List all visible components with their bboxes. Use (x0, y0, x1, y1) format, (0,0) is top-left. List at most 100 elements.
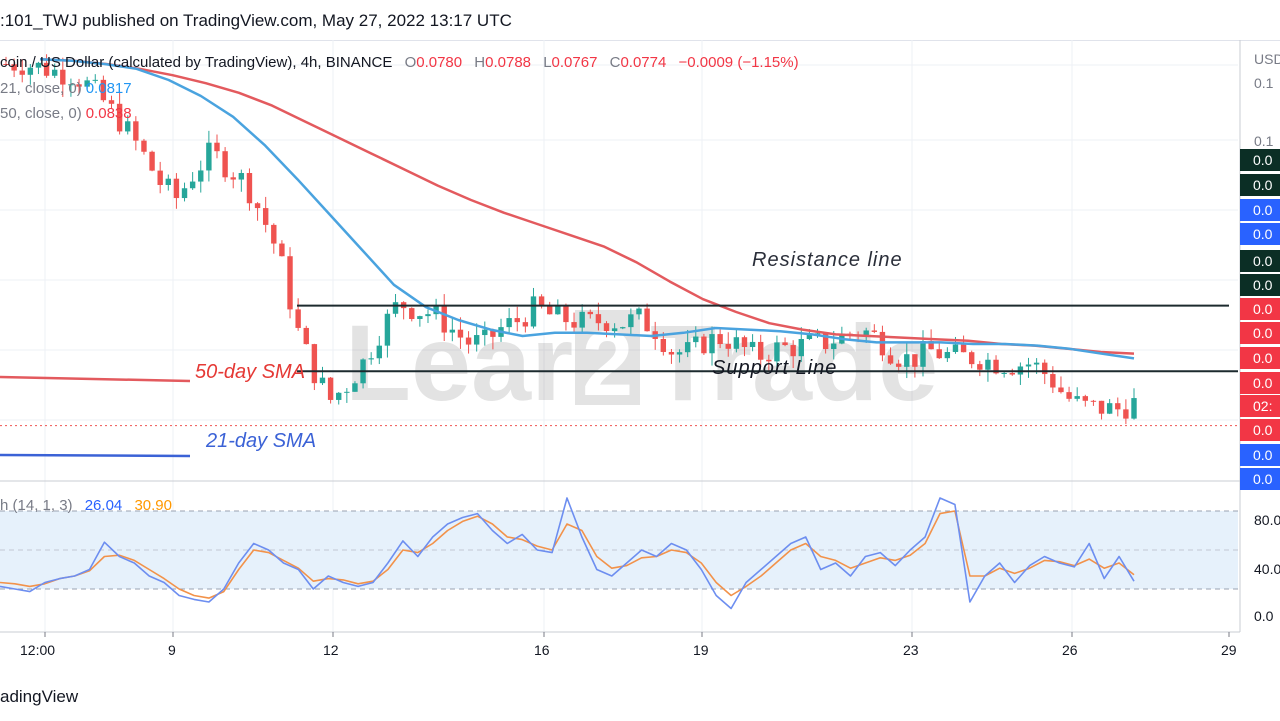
price-axis-tick: 0.1 (1254, 133, 1274, 149)
price-axis-box: 0.0 (1240, 250, 1280, 272)
chart-canvas[interactable]: Learn 2 Trade (0, 0, 1280, 664)
candle-body (709, 334, 715, 354)
time-axis-label: 12:00 (20, 642, 56, 658)
price-axis-box: 02: (1240, 395, 1280, 417)
candle-body (595, 314, 602, 324)
candle-body (522, 322, 529, 327)
ohlc-h: H0.0788 (474, 54, 532, 71)
candle-body (262, 208, 269, 225)
candle-body (1042, 362, 1048, 375)
candle-body (100, 79, 107, 101)
candle-body (936, 349, 942, 359)
sma21-legend-stroke (0, 453, 191, 458)
candle-body (116, 103, 123, 132)
price-axis-box: 0.0 (1240, 149, 1280, 171)
candle-body (555, 305, 561, 315)
candle-body (822, 333, 829, 350)
candle-body (636, 308, 642, 315)
grid (0, 40, 1238, 632)
candle-body (68, 84, 74, 86)
candle-body (327, 377, 334, 400)
support-label: Support Line (712, 357, 838, 379)
candle-body (806, 334, 813, 339)
ohlc-l: L0.0767 (543, 54, 598, 71)
candle-body (684, 342, 691, 353)
candle-body (863, 330, 869, 336)
candle-body (392, 302, 399, 314)
candle-body (904, 354, 910, 367)
price-axis-box: 0.0 (1240, 223, 1280, 245)
sma50-legend-stroke (0, 375, 191, 383)
candle-body (993, 359, 999, 374)
time-axis-label: 16 (534, 642, 550, 658)
candle-body (952, 344, 959, 352)
candle-body (344, 391, 350, 393)
candle-body (1082, 396, 1089, 401)
candle-body (977, 364, 983, 370)
candle-body (1106, 403, 1113, 414)
candle-body (1066, 392, 1072, 399)
candle-body (766, 359, 772, 362)
candle-body (206, 142, 212, 171)
candle-body (214, 142, 220, 152)
ma21-text: 21, close, 0) (0, 80, 82, 97)
candle-body (717, 334, 723, 345)
candle-body (928, 341, 934, 350)
candle-body (271, 224, 277, 244)
osc-axis-label: 80.0 (1254, 512, 1280, 528)
footer: adingView (0, 664, 1280, 721)
price-axis-box: 0.0 (1240, 372, 1280, 394)
stoch-d-value: 30.90 (134, 497, 172, 514)
candle-body (189, 181, 196, 189)
candle-body (43, 62, 50, 76)
candle-body (376, 345, 382, 359)
stoch-lines (0, 497, 1135, 610)
candle-body (490, 329, 496, 337)
candle-body (1033, 362, 1040, 365)
candle-body (125, 121, 131, 132)
time-axis-label: 23 (903, 642, 919, 658)
candle-body (782, 342, 788, 346)
candle-body (198, 170, 204, 182)
candle-body (790, 345, 796, 357)
candle-body (441, 305, 447, 333)
candle-body (538, 296, 545, 306)
candle-body (230, 177, 236, 180)
candle-body (384, 313, 391, 346)
stoch-band-fill (0, 511, 1238, 589)
candle-body (1123, 409, 1129, 419)
candle-body (895, 363, 902, 367)
candle-body (798, 338, 804, 357)
ma50-text: 50, close, 0) (0, 105, 82, 122)
time-axis-label: 26 (1062, 642, 1078, 658)
candle-body (733, 337, 740, 349)
publish-text: :101_TWJ published on TradingView.com, M… (0, 11, 512, 30)
candle-body (644, 308, 650, 332)
candle-body (871, 330, 878, 332)
candle-body (506, 318, 512, 328)
candle-body (149, 151, 155, 171)
stoch-k-line (0, 497, 1135, 610)
candle-body (84, 80, 90, 87)
candle-body (831, 343, 837, 350)
time-axis-label: 9 (168, 642, 176, 658)
candle-body (1131, 398, 1137, 419)
candle-body (530, 296, 537, 327)
candle-body (774, 342, 780, 362)
sma50-line (39, 57, 1135, 355)
candle-body (246, 173, 253, 204)
price-axis-box: 0.0 (1240, 199, 1280, 221)
tradingview-brand: adingView (0, 687, 79, 706)
candle-body (1050, 374, 1056, 388)
candle-body (1098, 400, 1105, 414)
candle-body (514, 318, 520, 323)
time-axis-label: 29 (1221, 642, 1237, 658)
osc-axis-label: 0.0 (1254, 608, 1274, 624)
price-axis-currency: USD (1254, 51, 1280, 67)
ohlc-o: O0.0780 (404, 54, 463, 71)
price-axis-box: 0.0 (1240, 347, 1280, 369)
resistance-label: Resistance line (752, 249, 903, 271)
candle-body (758, 341, 764, 360)
candle-body (254, 203, 261, 209)
candle-body (1025, 364, 1032, 367)
